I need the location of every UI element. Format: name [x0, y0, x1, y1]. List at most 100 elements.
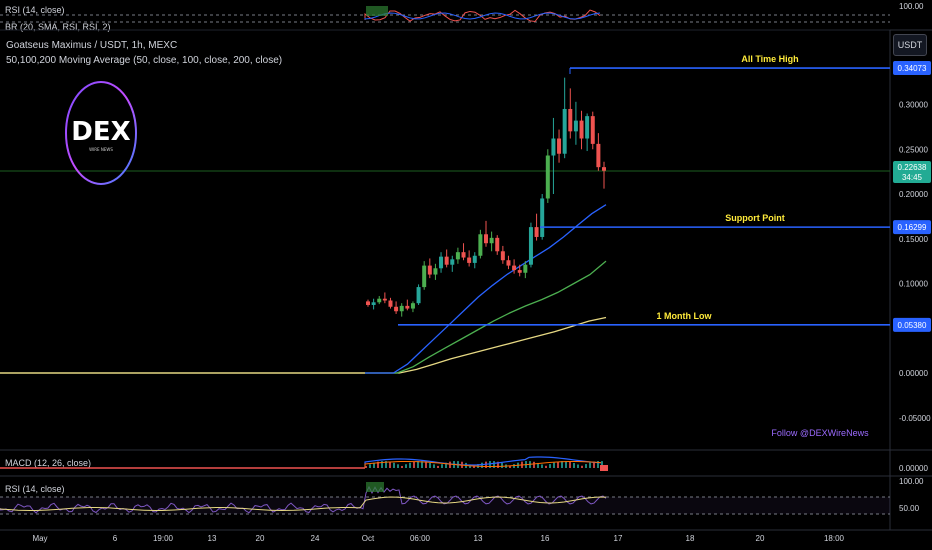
time-tick-label: 19:00: [153, 534, 174, 543]
candle-body: [590, 116, 595, 144]
candle-body: [388, 300, 393, 307]
candle-body: [568, 108, 573, 132]
top-panel-overbought-fill: [366, 6, 388, 16]
macd-histogram-bar: [405, 464, 407, 468]
candle-body: [444, 256, 449, 265]
level-label: 1 Month Low: [657, 311, 713, 321]
macd-histogram-bar: [369, 464, 371, 468]
macd-histogram-bar: [385, 461, 387, 468]
time-tick-label: 06:00: [410, 534, 431, 543]
rsi-ma-line: [0, 496, 607, 512]
macd-histogram-bar: [381, 461, 383, 468]
ma50-line: [365, 204, 607, 374]
macd-histogram-bar: [537, 462, 539, 468]
current-price-label: 0.22638: [898, 163, 927, 172]
rsi-overbought-fill: [366, 482, 384, 492]
time-tick-label: 17: [614, 534, 623, 543]
macd-histogram-bar: [561, 461, 563, 468]
macd-histogram-bar: [593, 461, 595, 468]
candle-body: [410, 303, 415, 309]
candle-body: [422, 265, 427, 288]
price-tick-label: 0.25000: [899, 145, 928, 154]
top-panel-tick: 100.00: [899, 2, 924, 11]
candle-body: [394, 306, 399, 312]
rsi-tick-50: 50.00: [899, 504, 920, 513]
time-tick-label: 18:00: [824, 534, 845, 543]
macd-histogram-bar: [481, 462, 483, 468]
macd-histogram-bar: [493, 461, 495, 468]
macd-histogram-bar: [553, 462, 555, 468]
candle-body: [579, 120, 584, 139]
macd-histogram-bar: [445, 462, 447, 468]
candle-body: [433, 268, 438, 275]
time-tick-label: 18: [686, 534, 695, 543]
candle-body: [478, 234, 483, 256]
price-tick-label: 0.20000: [899, 190, 928, 199]
macd-histogram-bar: [393, 462, 395, 468]
level-price-label: 0.05380: [898, 321, 927, 330]
candle-body: [534, 227, 539, 237]
macd-histogram-bar: [373, 462, 375, 468]
macd-histogram-bar: [569, 461, 571, 468]
rsi-tick-100: 100.00: [899, 477, 924, 486]
time-tick-label: 6: [113, 534, 118, 543]
macd-signal-line: [364, 461, 602, 468]
rsi-band: [0, 497, 890, 514]
macd-histogram-bar: [509, 465, 511, 468]
price-tick-label: 0.10000: [899, 280, 928, 289]
top-panel-line-blue: [364, 12, 601, 20]
top-rsi-label: RSI (14, close): [5, 5, 65, 15]
level-price-tag: [893, 61, 931, 76]
price-tick-label: 0.15000: [899, 235, 928, 244]
macd-histogram-bar: [441, 464, 443, 468]
time-tick-label: 24: [311, 534, 320, 543]
macd-histogram-bar: [577, 464, 579, 468]
rsi-label: RSI (14, close): [5, 484, 65, 494]
macd-histogram-bar: [541, 464, 543, 468]
candle-body: [500, 251, 505, 261]
macd-histogram-bar: [601, 461, 603, 468]
candle-body: [596, 143, 601, 168]
macd-line: [364, 456, 602, 468]
macd-histogram-bar: [377, 461, 379, 468]
macd-histogram-bar: [421, 461, 423, 468]
candle-body: [399, 305, 404, 312]
chart-title: Goatseus Maximus / USDT, 1h, MEXC: [6, 40, 178, 51]
dex-logo: DEX WIRE NEWS: [64, 80, 138, 186]
current-price-tag: [893, 161, 931, 183]
candle-body: [545, 155, 550, 199]
macd-histogram-bar: [449, 461, 451, 468]
candle-body: [416, 287, 421, 304]
macd-histogram-bar: [409, 462, 411, 468]
candle-body: [489, 237, 494, 244]
candle-body: [439, 256, 444, 269]
macd-histogram-bar: [429, 462, 431, 468]
macd-histogram-bar: [397, 464, 399, 468]
level-price-label: 0.16299: [898, 223, 927, 232]
time-tick-label: 13: [474, 534, 483, 543]
candle-body: [562, 108, 567, 154]
candle-body: [528, 227, 533, 265]
candle-body: [602, 167, 606, 171]
time-tick-label: May: [32, 534, 47, 543]
macd-histogram-bar: [489, 461, 491, 468]
macd-label: MACD (12, 26, close): [5, 458, 91, 468]
candle-body: [382, 298, 387, 301]
currency-button[interactable]: USDT: [893, 34, 927, 56]
candle-body: [405, 305, 410, 309]
price-tick-label: -0.05000: [899, 414, 931, 423]
svg-text:WIRE NEWS: WIRE NEWS: [89, 147, 113, 152]
macd-histogram-bar: [501, 462, 503, 468]
time-tick-label: 20: [756, 534, 765, 543]
macd-histogram-bar: [597, 461, 599, 468]
candle-body: [551, 138, 556, 156]
macd-histogram-bar: [565, 461, 567, 468]
countdown-label: 34:45: [902, 173, 923, 182]
macd-histogram-bar: [497, 461, 499, 468]
price-tick-label: 0.00000: [899, 369, 928, 378]
candle-body: [366, 301, 370, 305]
candle-body: [467, 257, 472, 263]
macd-histogram-bar: [417, 461, 419, 468]
